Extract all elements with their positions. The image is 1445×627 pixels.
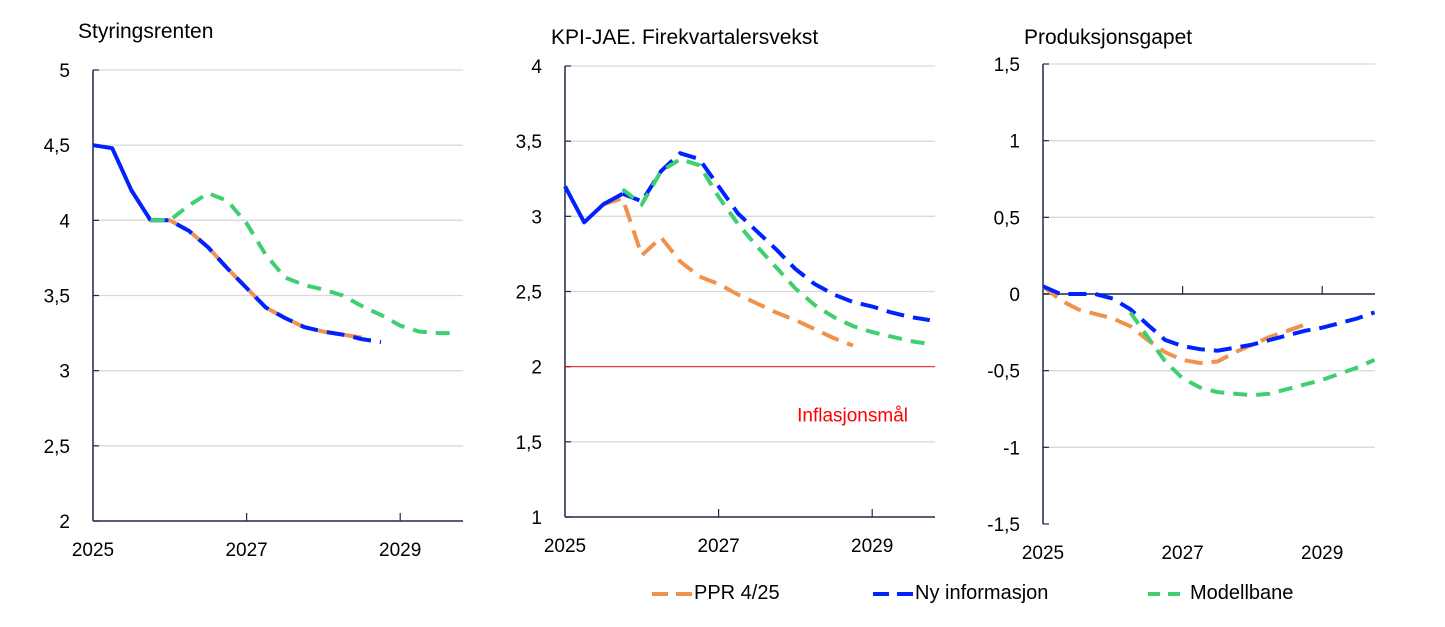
chart-3: Produksjonsgapet -1,5 -1 -0,5 0 0,5 1 1,5 2025 20… [987,26,1376,564]
y-tick-label: 1,5 [516,433,542,454]
y-tick-label: -1 [1003,438,1020,459]
chart-1: Styringsrenten 2 2,5 3 3,5 4 4,5 5 2025 2027 2029 [44,20,463,561]
x-tick-label: 2029 [379,540,421,561]
x-tick-label: 2027 [697,536,739,557]
y-tick-label: 2,5 [44,437,70,458]
chart-title: Produksjonsgapet [1024,26,1192,49]
y-tick-label: 1 [1009,132,1020,153]
legend-label-modell: Modellbane [1190,582,1294,604]
legend-swatch-ppr [652,591,692,596]
series-line-ppr [129,189,363,340]
legend-label-ppr: PPR 4/25 [694,582,780,604]
series-line-modell [621,157,931,347]
y-tick-label: 4 [59,211,70,232]
x-tick-label: 2027 [225,540,267,561]
legend-label-ny: Ny informasjon [915,582,1049,604]
legend-item-ny: Ny informasjon [873,582,1048,605]
y-tick-label: 5 [59,61,70,82]
y-tick-label: 1 [531,508,542,529]
series-line-modell [150,191,458,336]
legend-swatch-modell [1148,591,1188,596]
y-tick-label: 3 [59,362,70,383]
y-tick-label: 2 [531,358,542,379]
y-tick-label: 3 [531,207,542,228]
series-line-ny-historical [92,143,153,222]
y-tick-label: 4 [531,57,542,78]
y-tick-label: 0,5 [994,208,1020,229]
y-tick-label: -1,5 [987,515,1020,536]
x-tick-label: 2027 [1161,543,1203,564]
y-tick-label: 2,5 [516,283,542,304]
y-tick-label: 2 [59,512,70,533]
x-tick-label: 2029 [1301,543,1343,564]
series-line-modell [1128,311,1376,398]
y-tick-label: 0 [1009,285,1020,306]
y-tick-label: -0,5 [987,362,1020,383]
series-line-ppr [1041,284,1306,366]
y-tick-label: 3,5 [516,132,542,153]
legend: PPR 4/25 Ny informasjon Modellbane [0,582,1445,612]
chart-title: KPI-JAE. Firekvartalersvekst [551,26,818,49]
y-tick-label: 3,5 [44,287,70,308]
series-line-ny-projection [150,218,382,345]
x-tick-label: 2025 [1022,543,1064,564]
series-line-ny-historical [563,185,624,225]
legend-swatch-ny [873,591,913,596]
series-line-ny [1042,284,1376,353]
series-line-ppr [602,195,854,348]
reference-line-label: Inflasjonsmål [797,406,908,427]
x-tick-label: 2025 [72,540,114,561]
y-tick-label: 4,5 [44,136,70,157]
series-line-ny-projection [621,150,931,323]
legend-item-modell: Modellbane [1148,582,1293,605]
y-tick-label: 1,5 [994,55,1020,76]
legend-item-ppr: PPR 4/25 [652,582,780,605]
chart-2: KPI-JAE. Firekvartalersvekst 1 1,5 2 2,5 3 3,5… [516,26,935,557]
x-tick-label: 2025 [544,536,586,557]
x-tick-label: 2029 [851,536,893,557]
chart-title: Styringsrenten [78,20,213,43]
